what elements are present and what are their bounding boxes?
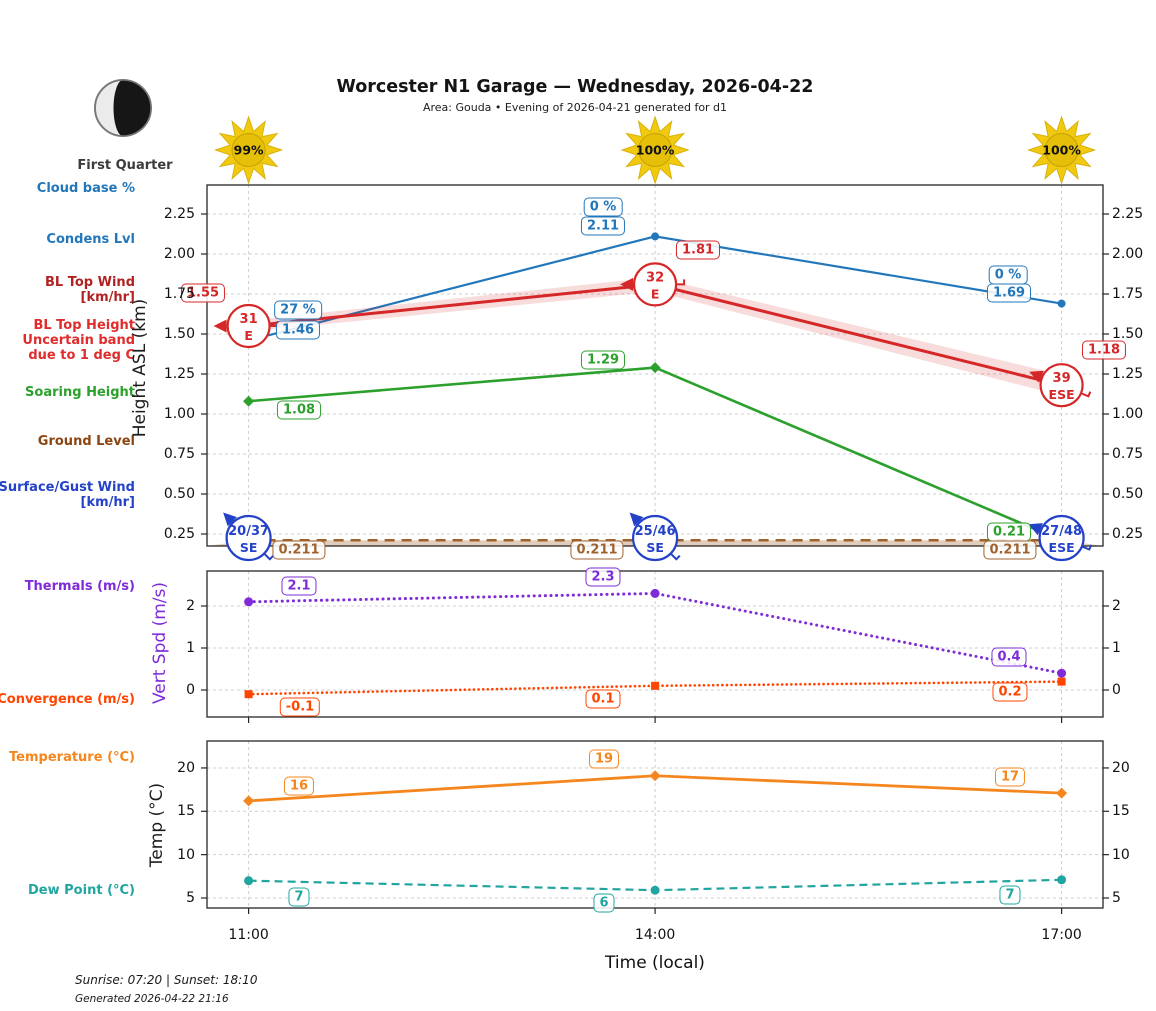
series-temperature-c xyxy=(243,770,1068,807)
wind-circle-surface-1-circle xyxy=(631,514,679,562)
wind-circle-surface-0-speed: 20/37 xyxy=(228,524,269,539)
marker-soaring-height-0 xyxy=(243,395,255,407)
marker-convergence-m-s-2 xyxy=(1057,677,1066,686)
marker-condens-lvl-2 xyxy=(1057,299,1066,308)
series-thermals-m-s xyxy=(244,588,1067,678)
series-dew-point-c xyxy=(244,875,1067,895)
uncertainty-band xyxy=(248,277,1062,396)
wind-circle-surface-2-speed: 27/48 xyxy=(1041,524,1082,539)
chart-heights xyxy=(201,184,1109,552)
wind-circle-bl-top-0-speed: 31 xyxy=(240,312,258,327)
sun-disc-icon xyxy=(231,132,266,168)
marker-dew-point-c-0 xyxy=(244,876,254,886)
wind-circle-bl-top-1: 32E xyxy=(620,262,686,307)
marker-thermals-m-s-2 xyxy=(1057,668,1067,678)
wind-circle-surface-1-tail xyxy=(670,553,681,561)
wind-circle-surface-0-dir: SE xyxy=(240,540,258,555)
wind-circle-surface-0-circle xyxy=(225,514,272,562)
wind-circle-bl-top-1-tail xyxy=(677,279,686,286)
wind-circle-surface-0-arrow-icon xyxy=(223,512,237,527)
moon-phase-icon xyxy=(94,79,152,137)
marker-condens-lvl-1 xyxy=(651,232,660,241)
marker-temperature-c-0 xyxy=(243,795,255,807)
marker-dew-point-c-1 xyxy=(650,885,660,895)
wind-circle-bl-top-1-circle xyxy=(632,262,678,307)
sun-disc-icon xyxy=(637,132,673,168)
marker-convergence-m-s-0 xyxy=(244,690,253,699)
marker-soaring-height-1 xyxy=(649,362,661,374)
wind-circle-bl-top-1-speed: 32 xyxy=(646,270,664,285)
sun-percent-label: 99% xyxy=(234,143,264,158)
wind-circle-bl-top-1-arrow-icon xyxy=(620,277,634,291)
wind-circle-bl-top-2-arrow-icon xyxy=(1029,370,1044,383)
wind-circle-bl-top-0-arrow-icon xyxy=(213,319,227,333)
wind-circle-surface-0-tail xyxy=(264,553,275,561)
sun-disc-icon xyxy=(1044,132,1079,168)
sun-icon-2: 100% xyxy=(1027,115,1097,185)
wind-circle-bl-top-0: 31E xyxy=(213,303,279,349)
sun-icon-1: 100% xyxy=(620,115,690,185)
sun-percent-label: 100% xyxy=(1042,143,1081,158)
wind-circle-bl-top-0-dir: E xyxy=(244,328,253,343)
line-thermals-m-s xyxy=(247,591,1064,675)
wind-circle-surface-2-circle xyxy=(1038,514,1085,562)
wind-circle-surface-1-arrow-icon xyxy=(629,512,644,527)
wind-circle-bl-top-0-circle xyxy=(226,303,271,349)
wind-circle-bl-top-2-tail xyxy=(1081,391,1092,398)
marker-thermals-m-s-0 xyxy=(244,597,254,607)
marker-temperature-c-2 xyxy=(1056,787,1068,799)
wind-circle-bl-top-2-dir: ESE xyxy=(1049,387,1075,402)
wind-circle-surface-2-arrow-icon xyxy=(1028,523,1043,536)
sun-icon-0: 99% xyxy=(214,115,284,185)
wind-circle-surface-2-tail xyxy=(1082,544,1093,551)
chart-vert-speed xyxy=(201,570,1109,723)
wind-circle-bl-top-2-circle xyxy=(1039,363,1084,408)
wind-circle-surface-1-speed: 25/46 xyxy=(635,524,676,539)
sun-percent-label: 100% xyxy=(636,143,675,158)
marker-convergence-m-s-1 xyxy=(651,681,660,690)
wind-circle-surface-2-dir: ESE xyxy=(1049,540,1075,555)
marker-thermals-m-s-1 xyxy=(650,588,660,598)
chart-temperature xyxy=(201,740,1109,914)
series-convergence-m-s xyxy=(244,677,1066,699)
wind-circle-bl-top-1-dir: E xyxy=(651,286,660,301)
wind-circle-surface-1-dir: SE xyxy=(646,540,664,555)
marker-temperature-c-1 xyxy=(649,770,661,782)
marker-dew-point-c-2 xyxy=(1057,875,1067,885)
wind-circle-bl-top-2-speed: 39 xyxy=(1053,371,1071,386)
